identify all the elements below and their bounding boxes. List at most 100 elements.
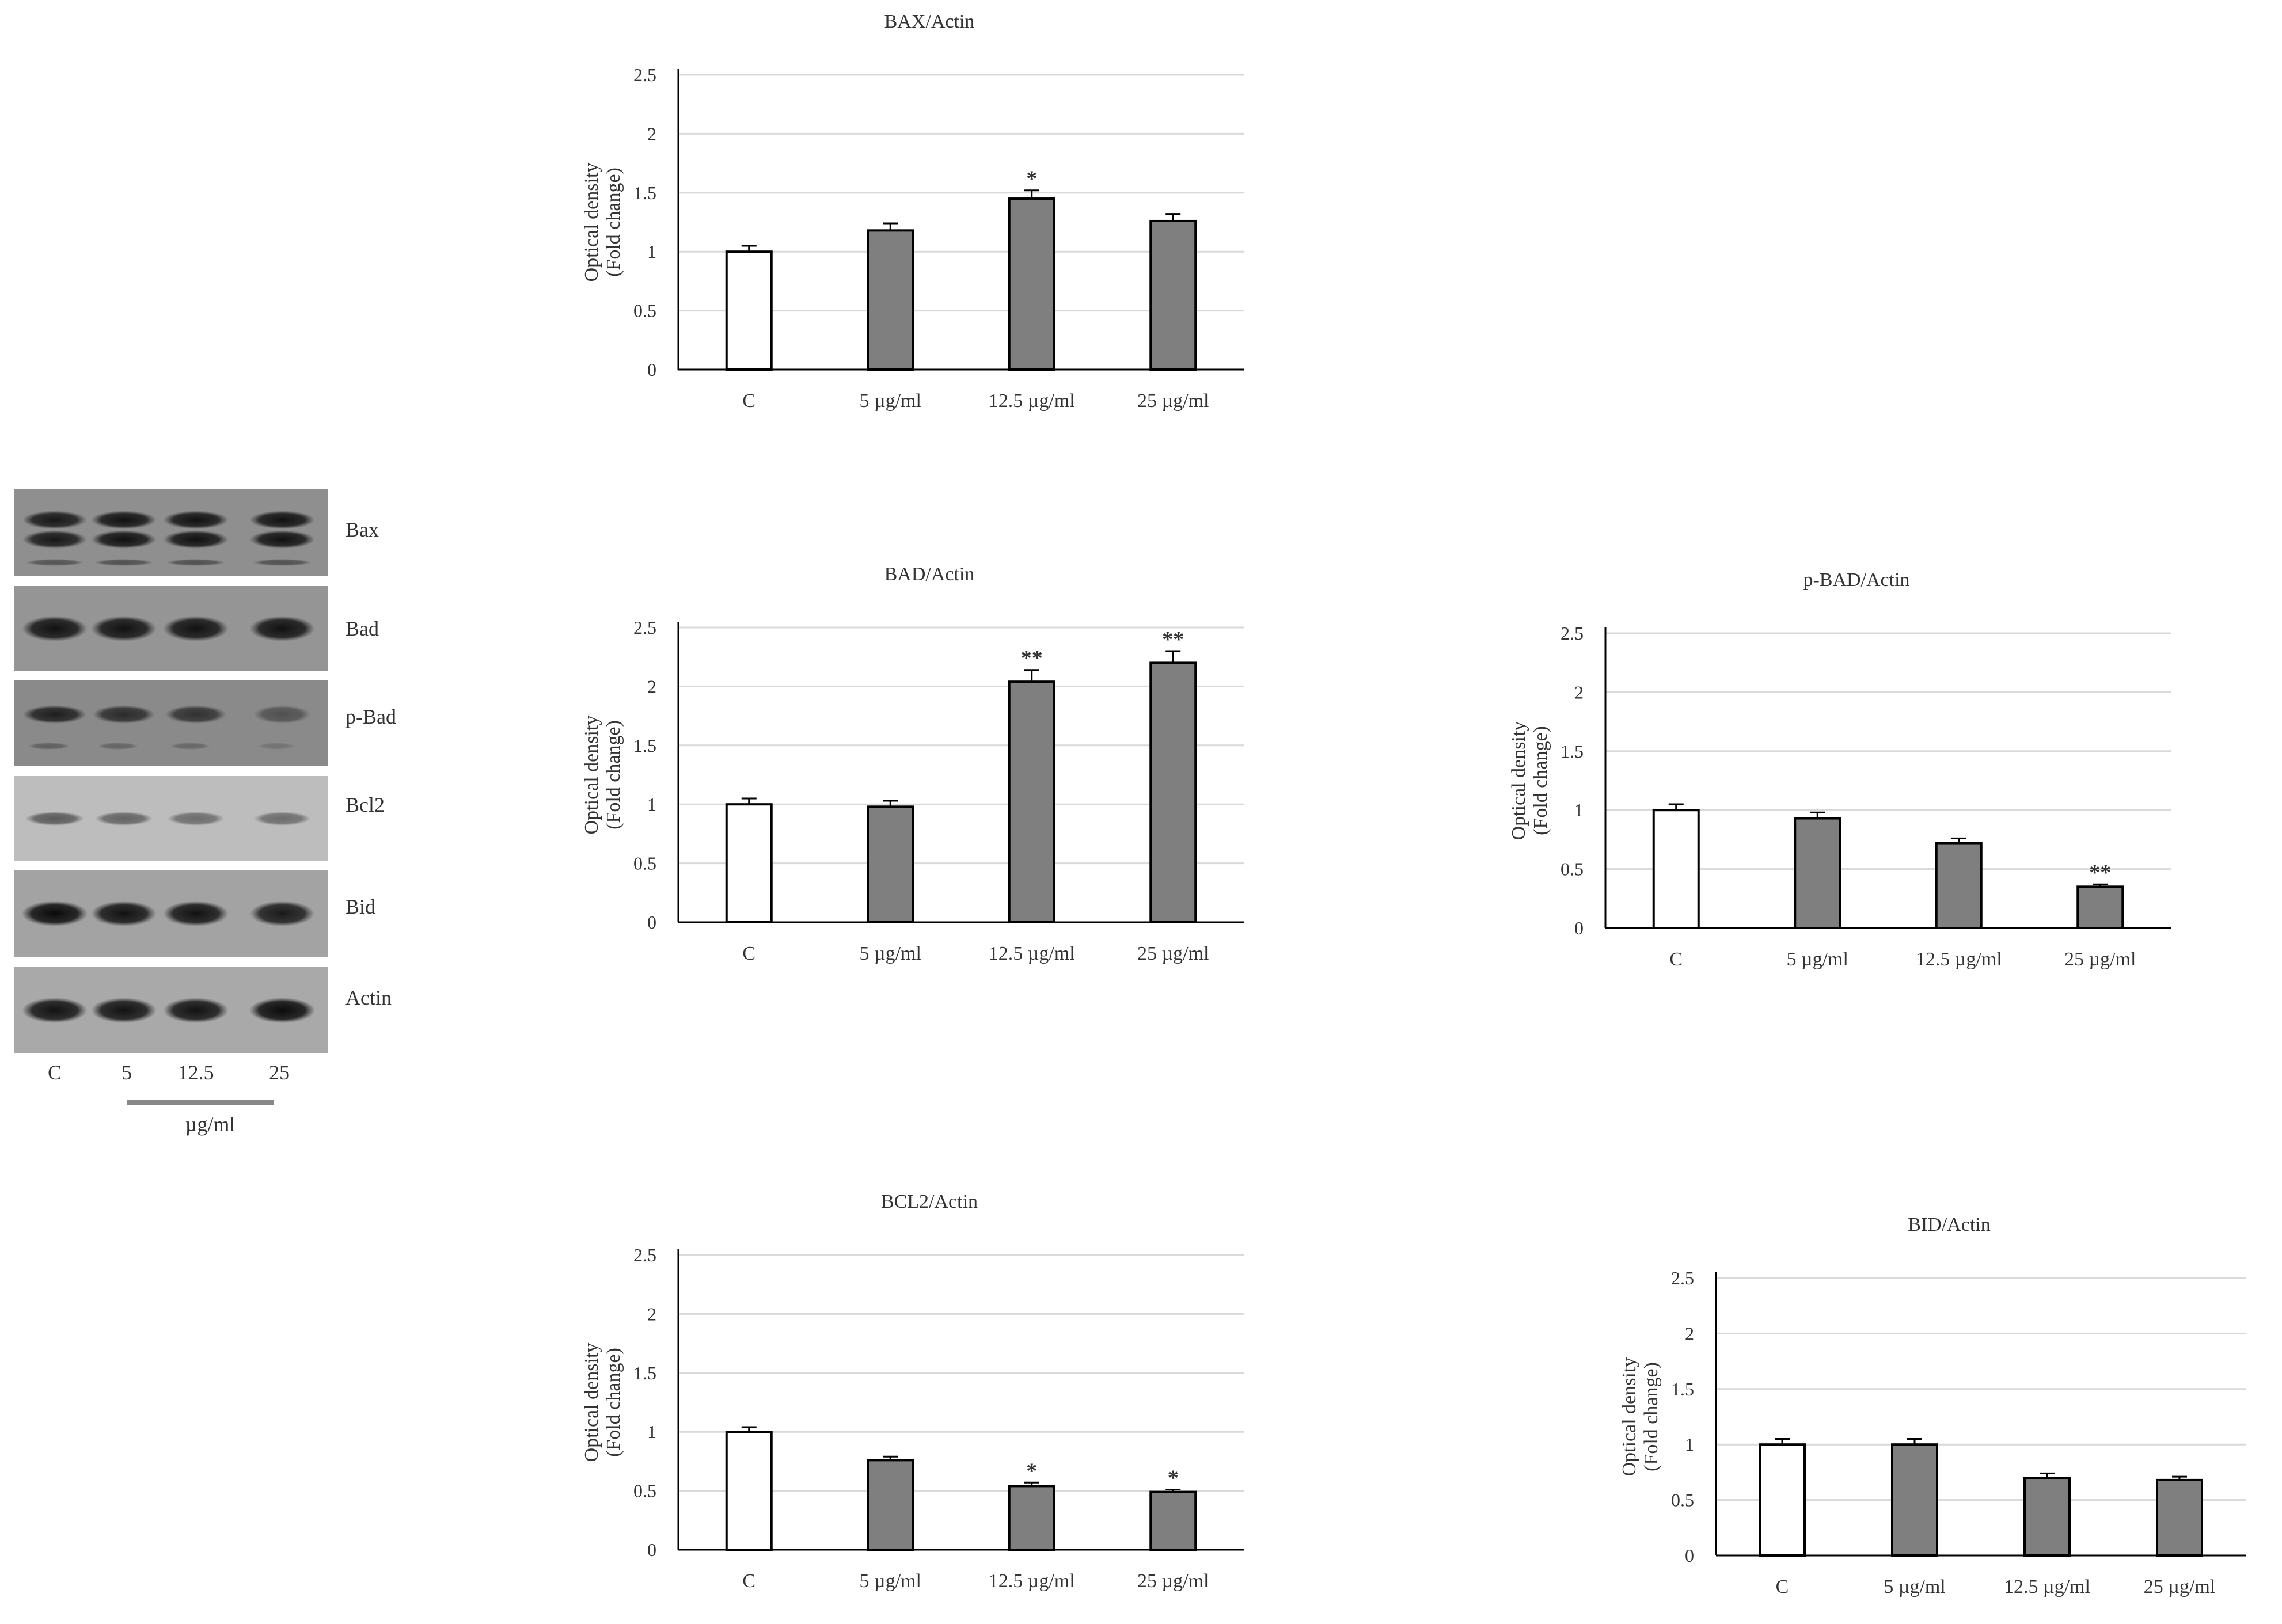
blot-band: [91, 616, 157, 641]
x-tick-label: 25 µg/ml: [2064, 949, 2136, 970]
x-tick-label: 12.5 µg/ml: [989, 1570, 1075, 1592]
blot-lane-label: C: [48, 1061, 62, 1084]
y-tick-label: 1: [647, 241, 656, 262]
blot-label-bcl2: Bcl2: [345, 793, 385, 816]
x-tick-label: 5 µg/ml: [1884, 1576, 1945, 1598]
y-axis-label-line: Optical density: [1508, 721, 1529, 840]
y-tick-label: 1.5: [1671, 1379, 1694, 1399]
y-tick-label: 0: [647, 912, 656, 933]
bar-12-5-g-ml: [1935, 842, 1983, 929]
chart-title: BAX/Actin: [884, 11, 975, 32]
bar-c: [725, 250, 773, 371]
blot-band: [94, 559, 154, 566]
chart-title: p-BAD/Actin: [1803, 569, 1909, 591]
y-tick-label: 2.5: [633, 1245, 656, 1265]
x-tick-label: 5 µg/ml: [860, 1570, 921, 1592]
blot-row-bcl2: [14, 776, 328, 861]
p-bad-actin-chart: p-BAD/Actin 0 0.5 1 1.5 2 2.5 Optical density(F…: [1508, 569, 2171, 970]
blot-band: [21, 901, 88, 926]
x-tick-label: 5 µg/ml: [860, 390, 921, 412]
blot-row-bax: [14, 489, 328, 576]
y-tick-label: 1: [1574, 800, 1584, 820]
blot-row-actin: [14, 967, 328, 1053]
y-axis-label-line: (Fold change): [603, 720, 624, 830]
y-tick-label: 1: [647, 794, 656, 815]
blot-band: [163, 901, 229, 926]
y-axis-label: Optical density(Fold change): [1619, 1357, 1662, 1477]
blot-band: [249, 530, 315, 549]
y-tick-label: 2: [647, 123, 656, 144]
blot-label-bax: Bax: [345, 518, 379, 541]
y-tick-label: 0.5: [633, 301, 656, 321]
y-tick-label: 2: [647, 676, 656, 697]
blot-band: [165, 705, 227, 724]
y-tick-label: 2.5: [633, 64, 656, 85]
bar-c: [725, 1431, 773, 1551]
bax-actin-chart: BAX/Actin 0 0.5 1 1.5 2 2.5 Optical density(Fol…: [581, 11, 1244, 412]
y-tick-label: 1.5: [633, 735, 656, 756]
y-axis-label: Optical density(Fold change): [581, 716, 624, 835]
bar-5-g-ml: [867, 1459, 914, 1551]
blot-band: [93, 705, 155, 724]
y-tick-label: 2.5: [1671, 1268, 1694, 1288]
bar-12-5-g-ml: [1008, 680, 1055, 923]
blot-row-bid: [14, 870, 328, 957]
blot-band: [167, 812, 225, 826]
significance-marker: **: [2089, 861, 2111, 885]
x-tick-label: C: [1669, 949, 1683, 970]
y-axis-label-line: (Fold change): [603, 1348, 624, 1457]
x-tick-label: 25 µg/ml: [1137, 943, 1209, 964]
blot-band: [25, 812, 85, 826]
y-tick-label: 2: [647, 1303, 656, 1324]
y-tick-label: 0: [1574, 918, 1584, 938]
bar-5-g-ml: [1891, 1443, 1938, 1557]
blot-band: [91, 901, 157, 926]
blot-band: [249, 511, 315, 529]
blot-band: [252, 559, 312, 566]
bad-actin-chart: BAD/Actin 0 0.5 1 1.5 2 2.5 Optical density(Fol…: [581, 564, 1244, 964]
x-tick-label: 25 µg/ml: [2144, 1576, 2215, 1598]
y-axis-label: Optical density(Fold change): [581, 163, 624, 282]
bar-25-g-ml: [1149, 661, 1197, 923]
bar-25-g-ml: [1149, 219, 1197, 371]
y-axis-label-line: (Fold change): [1641, 1362, 1662, 1471]
blot-band: [91, 511, 157, 529]
bar-25-g-ml: [2156, 1478, 2203, 1557]
y-tick-label: 1: [1685, 1434, 1694, 1455]
blot-label-bad: Bad: [345, 617, 379, 640]
blot-band: [166, 559, 226, 566]
blot-band: [22, 616, 88, 641]
y-axis-label: Optical density(Fold change): [1508, 721, 1551, 840]
blot-label-actin: Actin: [345, 986, 392, 1009]
x-tick-label: 25 µg/ml: [1137, 1570, 1209, 1592]
x-tick-label: 25 µg/ml: [1137, 390, 1209, 412]
x-tick-label: 12.5 µg/ml: [989, 390, 1075, 412]
y-tick-label: 1.5: [1560, 741, 1584, 762]
bar-12-5-g-ml: [2023, 1477, 2071, 1557]
y-axis-label-line: Optical density: [581, 1343, 602, 1462]
y-tick-label: 2: [1574, 682, 1584, 702]
y-axis-label: Optical density(Fold change): [581, 1343, 624, 1462]
x-tick-label: 12.5 µg/ml: [1916, 949, 2002, 970]
bar-5-g-ml: [867, 805, 914, 923]
blot-band: [25, 559, 84, 566]
x-tick-label: 12.5 µg/ml: [2004, 1576, 2090, 1598]
y-tick-label: 2.5: [633, 617, 656, 638]
bcl2-actin-chart: BCL2/Actin 0 0.5 1 1.5 2 2.5 Optical density(Fo…: [581, 1191, 1244, 1592]
blot-band: [163, 998, 229, 1023]
significance-marker: *: [1168, 1466, 1179, 1490]
blot-band: [97, 743, 139, 750]
bar-12-5-g-ml: [1008, 1485, 1055, 1551]
x-tick-label: 12.5 µg/ml: [989, 943, 1075, 964]
blot-band: [257, 743, 296, 750]
y-tick-label: 0.5: [633, 1481, 656, 1501]
blot-band: [249, 901, 315, 926]
bar-5-g-ml: [867, 229, 914, 371]
blot-band: [94, 812, 153, 826]
bar-25-g-ml: [1149, 1490, 1197, 1551]
bar-c: [725, 803, 773, 924]
blot-unit-label: µg/ml: [185, 1113, 236, 1136]
y-axis-label-line: (Fold change): [1530, 726, 1551, 835]
bar-c: [1652, 809, 1700, 930]
blot-band: [163, 530, 229, 549]
